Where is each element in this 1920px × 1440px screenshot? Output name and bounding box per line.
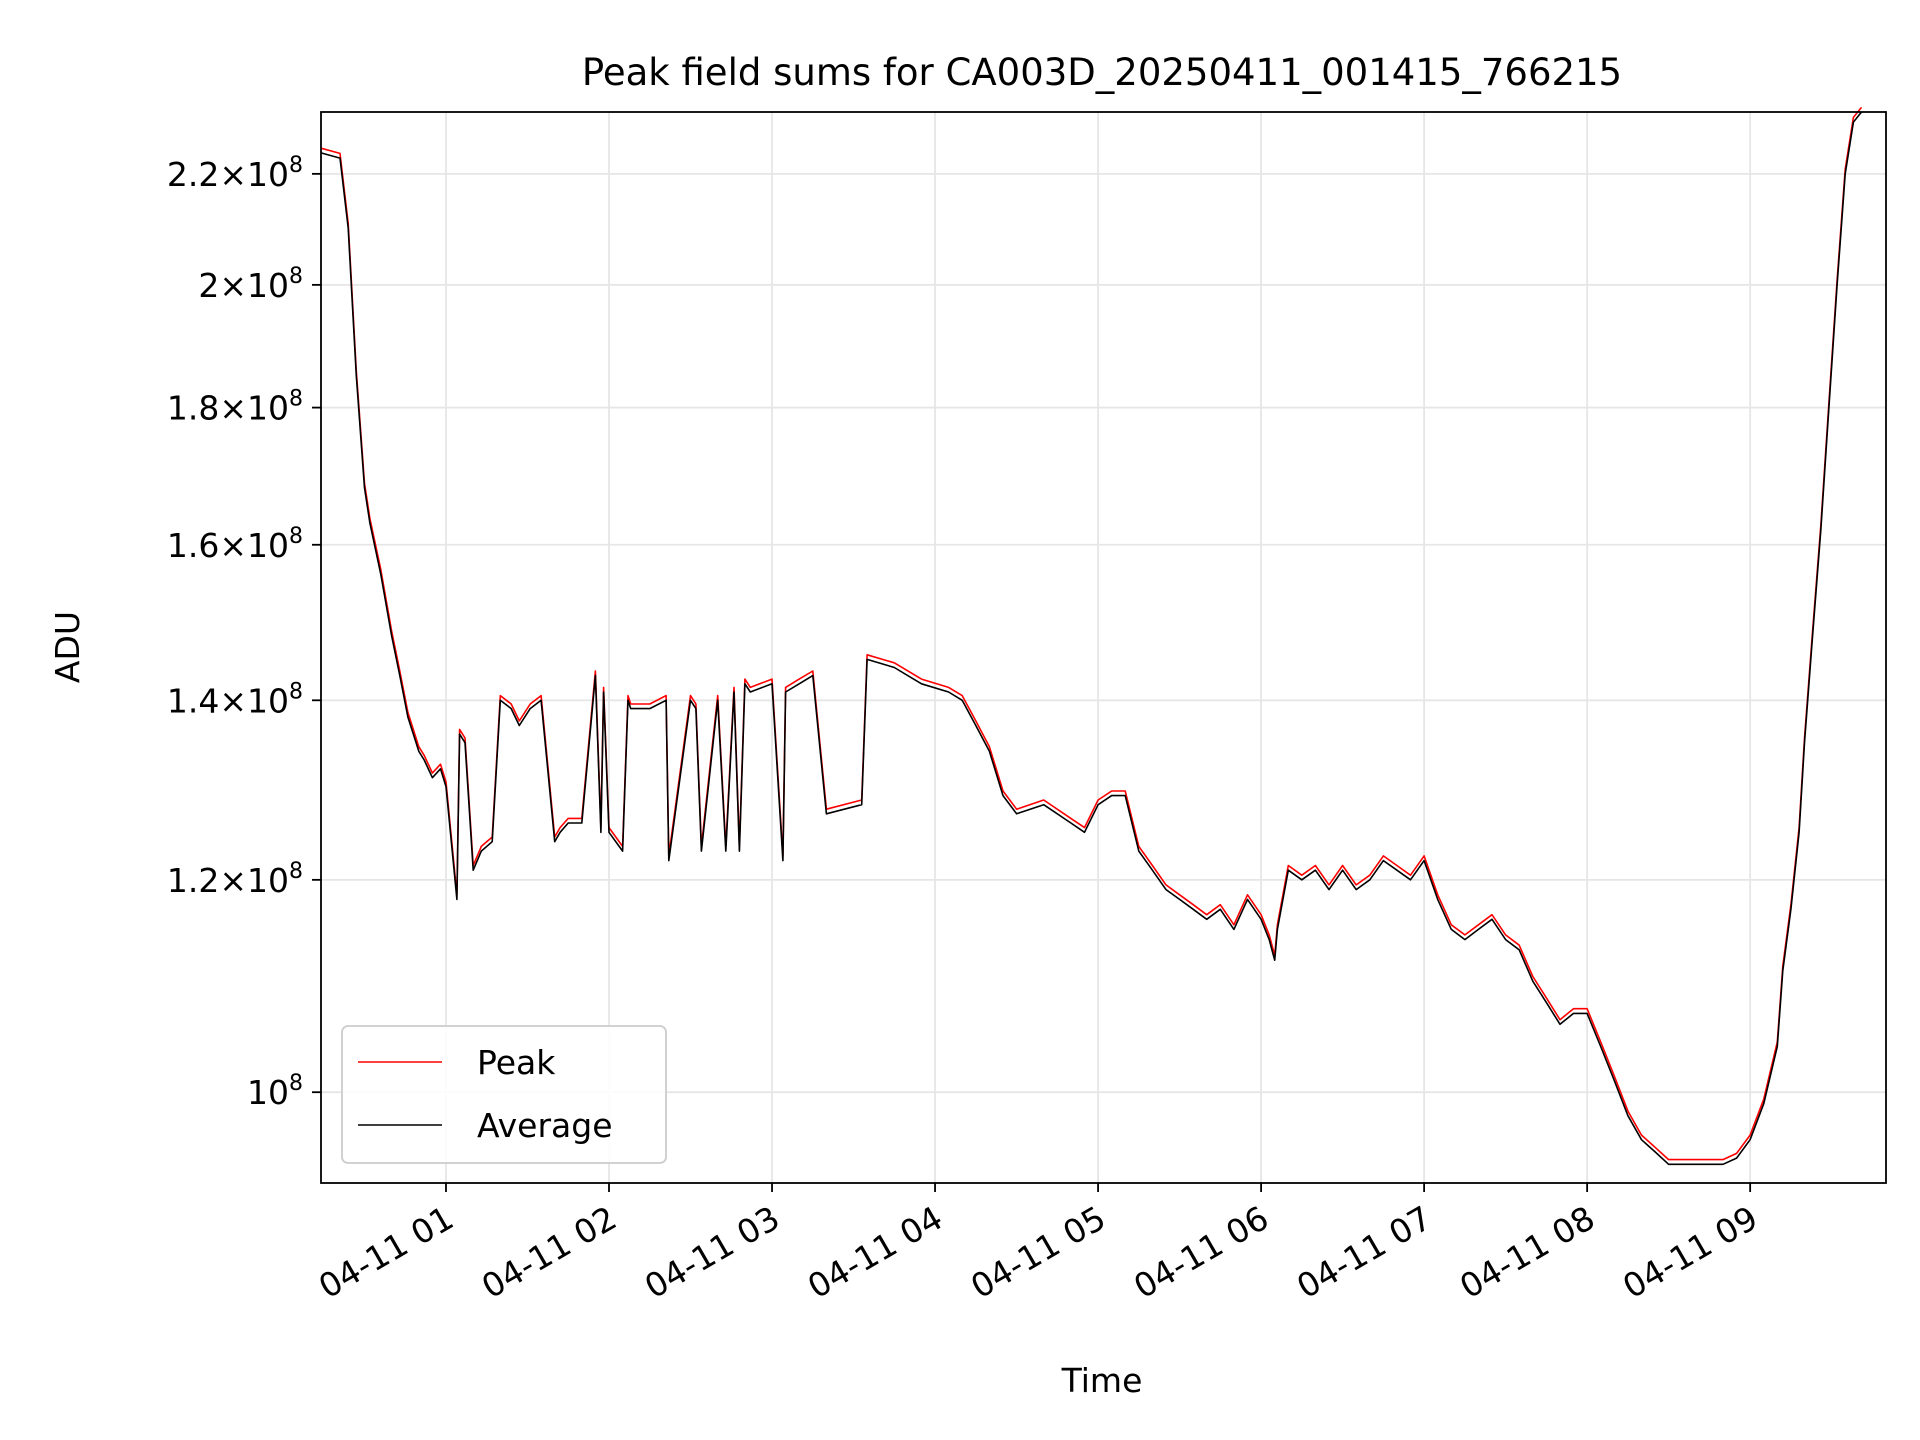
x-axis-label: Time	[1061, 1361, 1143, 1400]
series-layer	[320, 106, 1863, 1166]
plot-frame	[320, 111, 1887, 1184]
average-series-line	[320, 111, 1863, 1166]
grid-lines	[321, 112, 1886, 1183]
peak-series-line	[320, 106, 1863, 1161]
chart-title: Peak field sums for CA003D_20250411_0014…	[582, 51, 1622, 94]
y-tick-label: 1.2×108	[167, 859, 303, 900]
y-axis-label: ADU	[48, 611, 87, 683]
y-tick-label: 2×108	[198, 264, 303, 305]
y-tick-label: 1.8×108	[167, 387, 303, 428]
y-tick-label: 1.4×108	[167, 679, 303, 720]
y-axis: 108 1.2×108 1.4×108 1.6×108 1.8×108 2×108 2.2×…	[167, 153, 321, 1112]
y-tick-label: 1.6×108	[167, 524, 303, 565]
y-tick-label: 108	[247, 1071, 303, 1112]
legend-label: Peak	[477, 1043, 556, 1082]
y-tick-label: 2.2×108	[167, 153, 303, 194]
legend-box	[341, 1025, 667, 1164]
legend: Peak Average	[341, 1025, 667, 1164]
legend-label: Average	[477, 1106, 613, 1145]
